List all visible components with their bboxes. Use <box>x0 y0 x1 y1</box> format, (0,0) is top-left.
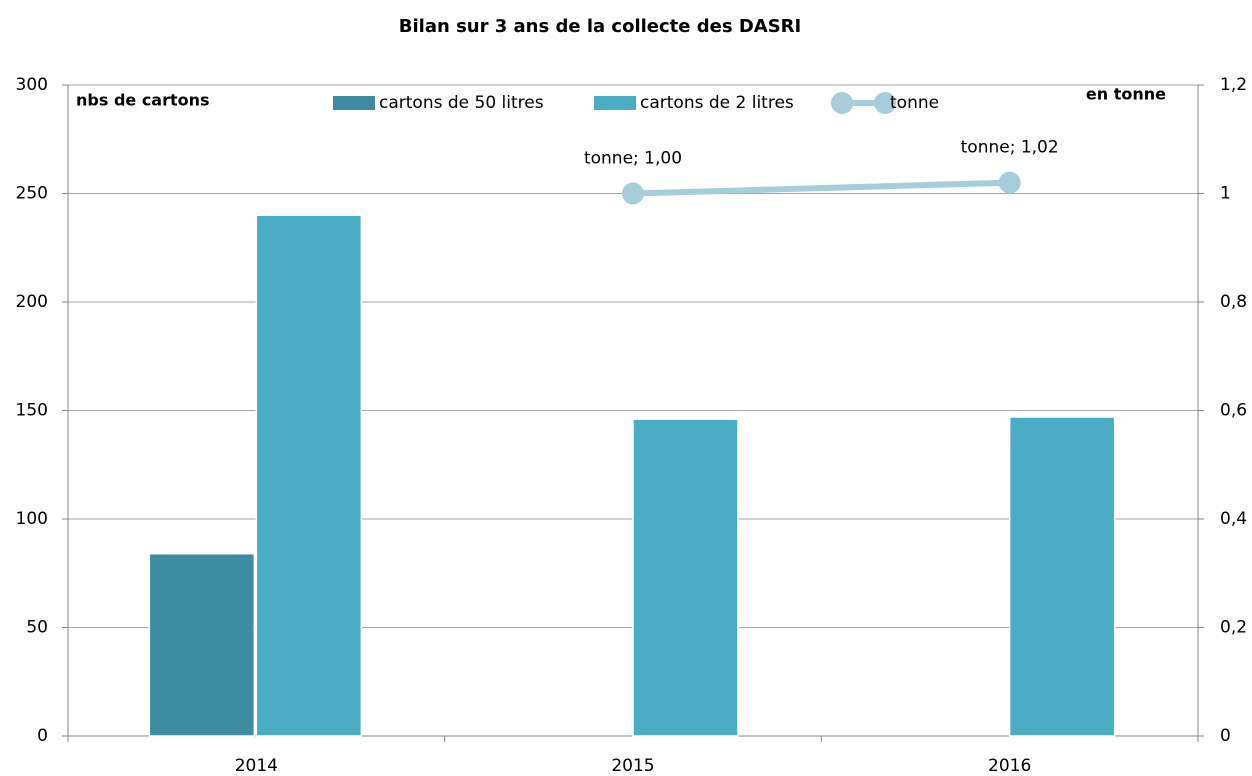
legend-swatch <box>333 96 375 110</box>
y2-axis-label: en tonne <box>1086 85 1166 104</box>
legend-swatch <box>594 96 636 110</box>
y2-tick-label: 1,2 <box>1220 75 1247 95</box>
bar <box>255 214 363 737</box>
chart-title: Bilan sur 3 ans de la collecte des DASRI <box>399 16 801 37</box>
legend-label: cartons de 50 litres <box>379 93 544 113</box>
legend-swatch <box>831 92 853 114</box>
y-tick-label: 100 <box>16 509 48 529</box>
x-tick-label: 2015 <box>611 756 654 776</box>
x-tick-label: 2014 <box>235 756 278 776</box>
data-label: tonne; 1,00 <box>584 149 682 169</box>
y-tick-label: 300 <box>16 75 48 95</box>
y2-tick-label: 1 <box>1220 184 1231 204</box>
y-tick-label: 50 <box>26 618 48 638</box>
y-tick-label: 250 <box>16 184 48 204</box>
legend-swatch <box>874 92 896 114</box>
y-axis-label: nbs de cartons <box>76 91 210 110</box>
x-tick-label: 2016 <box>988 756 1031 776</box>
bar <box>1008 416 1116 737</box>
bar <box>632 418 739 737</box>
y2-tick-label: 0 <box>1220 726 1231 746</box>
y-tick-label: 200 <box>16 292 48 312</box>
y2-tick-label: 0,6 <box>1220 401 1247 421</box>
y2-tick-label: 0,4 <box>1220 509 1247 529</box>
y2-tick-label: 0,2 <box>1220 618 1247 638</box>
bar <box>148 552 256 737</box>
line <box>632 179 1010 197</box>
y2-tick-label: 0,8 <box>1220 292 1247 312</box>
legend-label: cartons de 2 litres <box>640 93 794 113</box>
line-marker <box>622 182 644 205</box>
y-tick-label: 150 <box>16 401 48 421</box>
legend-label: tonne <box>890 93 939 113</box>
line-marker <box>998 171 1021 194</box>
y-tick-label: 0 <box>37 726 48 746</box>
data-label: tonne; 1,02 <box>961 138 1059 158</box>
